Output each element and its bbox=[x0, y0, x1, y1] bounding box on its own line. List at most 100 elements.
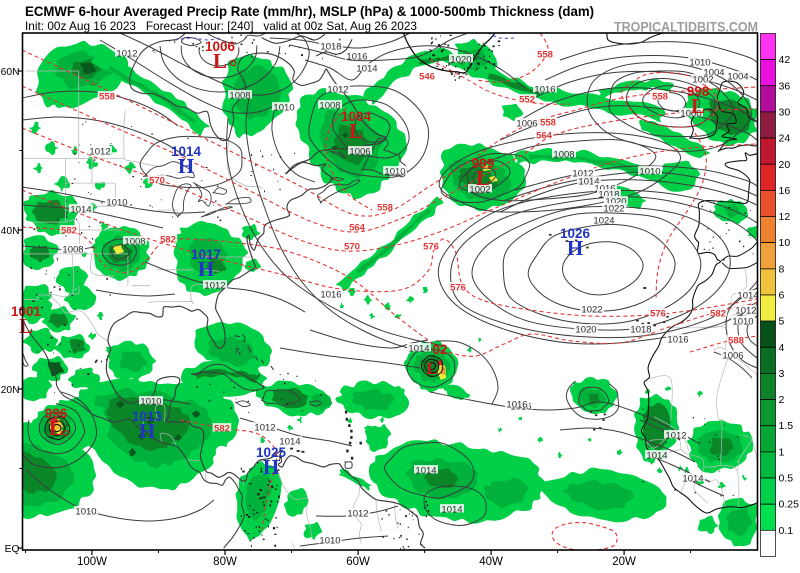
svg-text:02: 02 bbox=[432, 342, 447, 357]
svg-text:1000: 1000 bbox=[680, 108, 701, 119]
svg-text:1020: 1020 bbox=[575, 324, 596, 335]
svg-text:L: L bbox=[476, 166, 490, 190]
svg-text:L: L bbox=[691, 94, 705, 118]
svg-text:L: L bbox=[426, 359, 437, 378]
svg-text:3: 3 bbox=[779, 368, 785, 380]
svg-text:1010: 1010 bbox=[639, 166, 660, 177]
svg-text:L: L bbox=[19, 314, 33, 338]
svg-text:1010: 1010 bbox=[689, 57, 710, 68]
svg-text:1016: 1016 bbox=[594, 183, 615, 194]
svg-text:1026: 1026 bbox=[560, 226, 591, 241]
svg-text:40W: 40W bbox=[479, 556, 503, 568]
svg-text:12: 12 bbox=[779, 211, 791, 223]
svg-text:588: 588 bbox=[728, 335, 744, 346]
svg-text:1012: 1012 bbox=[254, 422, 275, 433]
svg-text:20W: 20W bbox=[612, 556, 636, 568]
svg-text:1014: 1014 bbox=[578, 176, 599, 187]
svg-text:60W: 60W bbox=[346, 556, 370, 568]
svg-text:576: 576 bbox=[423, 241, 439, 252]
svg-text:1006: 1006 bbox=[349, 146, 370, 157]
svg-text:558: 558 bbox=[99, 91, 115, 102]
svg-text:1008: 1008 bbox=[229, 90, 250, 101]
svg-text:1018: 1018 bbox=[630, 324, 651, 335]
svg-text:20N: 20N bbox=[1, 385, 20, 396]
svg-text:1.5: 1.5 bbox=[779, 420, 794, 432]
svg-text:24: 24 bbox=[779, 133, 791, 145]
svg-text:1004: 1004 bbox=[703, 67, 724, 78]
svg-text:L: L bbox=[49, 416, 63, 440]
svg-text:1017: 1017 bbox=[191, 247, 221, 262]
svg-text:558: 558 bbox=[537, 49, 553, 60]
svg-text:1006: 1006 bbox=[722, 350, 743, 361]
svg-text:582: 582 bbox=[710, 308, 726, 319]
svg-text:1012: 1012 bbox=[327, 84, 348, 95]
svg-text:1014: 1014 bbox=[415, 465, 436, 476]
svg-text:564: 564 bbox=[349, 222, 366, 233]
svg-text:570: 570 bbox=[344, 241, 360, 252]
svg-text:60N: 60N bbox=[1, 67, 20, 78]
svg-text:1012: 1012 bbox=[89, 146, 110, 157]
svg-text:100W: 100W bbox=[77, 556, 107, 568]
svg-text:1018: 1018 bbox=[320, 41, 341, 52]
svg-text:1008: 1008 bbox=[553, 149, 574, 160]
svg-text:576: 576 bbox=[650, 308, 666, 319]
svg-text:1014: 1014 bbox=[682, 473, 703, 484]
svg-text:1010: 1010 bbox=[273, 102, 294, 113]
svg-text:10: 10 bbox=[779, 237, 791, 249]
svg-text:552: 552 bbox=[519, 94, 535, 105]
svg-text:1008: 1008 bbox=[124, 236, 145, 247]
svg-text:4: 4 bbox=[779, 342, 785, 354]
svg-text:1012: 1012 bbox=[204, 280, 225, 291]
svg-text:1006: 1006 bbox=[516, 118, 537, 129]
svg-text:1014: 1014 bbox=[171, 144, 202, 159]
svg-text:1014: 1014 bbox=[70, 204, 91, 215]
svg-text:1014: 1014 bbox=[441, 504, 462, 515]
svg-text:0.1: 0.1 bbox=[779, 525, 794, 537]
svg-text:570: 570 bbox=[149, 175, 165, 186]
svg-text:1020: 1020 bbox=[605, 196, 626, 207]
svg-text:582: 582 bbox=[61, 225, 77, 236]
svg-text:1014: 1014 bbox=[737, 290, 758, 301]
svg-text:36: 36 bbox=[779, 80, 791, 92]
svg-text:996: 996 bbox=[45, 406, 68, 421]
svg-text:558: 558 bbox=[652, 91, 668, 102]
svg-text:546: 546 bbox=[419, 71, 435, 82]
svg-text:ECMWF 6-hour Averaged Precip R: ECMWF 6-hour Averaged Precip Rate (mm/hr… bbox=[25, 4, 594, 19]
svg-text:1012: 1012 bbox=[572, 168, 593, 179]
svg-text:1016: 1016 bbox=[506, 399, 527, 410]
svg-text:0.5: 0.5 bbox=[779, 473, 794, 485]
svg-text:40N: 40N bbox=[1, 226, 20, 237]
svg-text:1025: 1025 bbox=[256, 445, 287, 460]
svg-text:1012: 1012 bbox=[735, 305, 756, 316]
svg-text:5: 5 bbox=[779, 316, 785, 328]
svg-text:H: H bbox=[567, 236, 583, 260]
svg-text:558: 558 bbox=[540, 117, 556, 128]
svg-text:1022: 1022 bbox=[603, 203, 624, 214]
svg-text:42: 42 bbox=[779, 54, 791, 66]
svg-text:20: 20 bbox=[779, 159, 791, 171]
svg-text:999: 999 bbox=[472, 156, 495, 171]
svg-text:1012: 1012 bbox=[665, 430, 686, 441]
svg-text:Init: 00z Aug 16 2023 Foreca: Init: 00z Aug 16 2023 Forecast Hour: [24… bbox=[25, 19, 417, 33]
svg-text:6: 6 bbox=[779, 290, 785, 302]
svg-text:1001: 1001 bbox=[11, 304, 42, 319]
svg-text:1: 1 bbox=[779, 446, 785, 458]
svg-text:1014: 1014 bbox=[408, 343, 429, 354]
svg-text:1014: 1014 bbox=[356, 63, 377, 74]
svg-text:16: 16 bbox=[779, 185, 791, 197]
svg-text:1004: 1004 bbox=[341, 109, 372, 124]
svg-text:8: 8 bbox=[779, 263, 785, 275]
svg-text:1010: 1010 bbox=[75, 506, 96, 517]
svg-text:1010: 1010 bbox=[384, 166, 405, 177]
svg-text:L: L bbox=[349, 119, 363, 143]
svg-text:1008: 1008 bbox=[319, 100, 340, 111]
svg-text:2: 2 bbox=[779, 394, 785, 406]
svg-text:1004: 1004 bbox=[727, 71, 748, 82]
svg-text:30: 30 bbox=[779, 106, 791, 118]
svg-text:H: H bbox=[198, 257, 214, 281]
svg-text:1024: 1024 bbox=[593, 215, 614, 226]
svg-text:1002: 1002 bbox=[469, 184, 490, 195]
svg-text:1010: 1010 bbox=[106, 197, 127, 208]
svg-text:1018: 1018 bbox=[598, 189, 619, 200]
svg-text:1010: 1010 bbox=[140, 396, 161, 407]
